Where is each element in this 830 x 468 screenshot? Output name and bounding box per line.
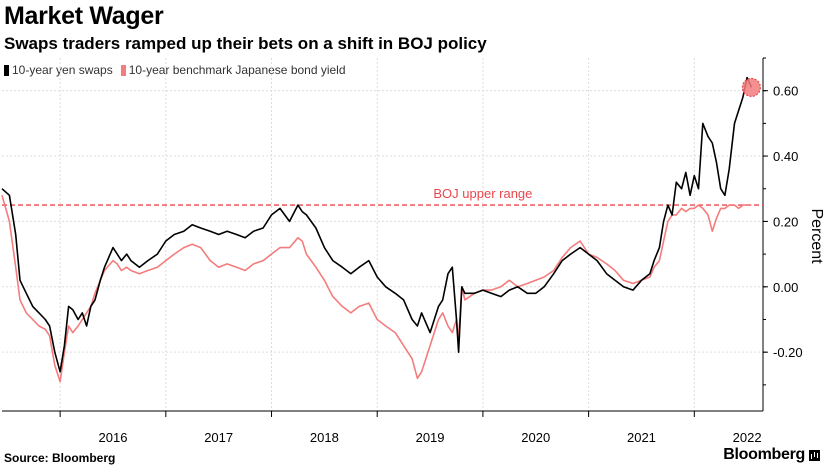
legend-swatch-jgb xyxy=(120,64,126,76)
x-tick-label: 2018 xyxy=(310,430,339,445)
x-tick-label: 2021 xyxy=(627,430,656,445)
bloomberg-logo: Bloomberg xyxy=(723,446,820,464)
x-tick-label: 2022 xyxy=(733,430,762,445)
y-axis: -0.20 0.00 0.20 0.40 0.60 xyxy=(762,57,803,411)
brand-text: Bloomberg xyxy=(723,446,805,463)
y-tick-label: 0.40 xyxy=(773,149,798,164)
series-line-swaps xyxy=(1,76,753,373)
gridlines xyxy=(2,58,763,411)
y-tick-label: 0.60 xyxy=(773,84,798,99)
highlight-circle xyxy=(741,77,761,98)
x-tick-label: 2017 xyxy=(204,430,233,445)
reference-line-label: BOJ upper range xyxy=(433,186,532,201)
y-axis-label: Percent xyxy=(808,208,825,264)
legend-label-swaps: 10-year yen swaps xyxy=(12,63,113,77)
chart-title: Market Wager xyxy=(4,2,164,30)
legend-item-swaps: 10-year yen swaps xyxy=(4,63,113,77)
y-tick-label: -0.20 xyxy=(773,345,803,360)
bloomberg-mark-icon xyxy=(809,449,820,461)
series-line-jgb xyxy=(1,195,752,383)
highlight-marker xyxy=(741,77,761,98)
legend-item-jgb: 10-year benchmark Japanese bond yield xyxy=(120,63,346,77)
legend: 10-year yen swaps 10-year benchmark Japa… xyxy=(4,63,354,77)
x-axis: 2016 2017 2018 2019 2020 2021 2022 xyxy=(2,410,763,445)
source-note: Source: Bloomberg xyxy=(4,451,116,465)
legend-label-jgb: 10-year benchmark Japanese bond yield xyxy=(128,63,346,77)
chart-subtitle: Swaps traders ramped up their bets on a … xyxy=(4,34,487,53)
x-tick-label: 2019 xyxy=(416,430,445,445)
series-lines xyxy=(1,76,753,383)
y-tick-label: 0.20 xyxy=(773,214,798,229)
x-tick-label: 2020 xyxy=(521,430,550,445)
legend-swatch-swaps xyxy=(4,64,9,76)
x-tick-label: 2016 xyxy=(99,430,128,445)
y-tick-label: 0.00 xyxy=(773,280,798,295)
boj-upper-range-line: BOJ upper range xyxy=(2,186,763,206)
